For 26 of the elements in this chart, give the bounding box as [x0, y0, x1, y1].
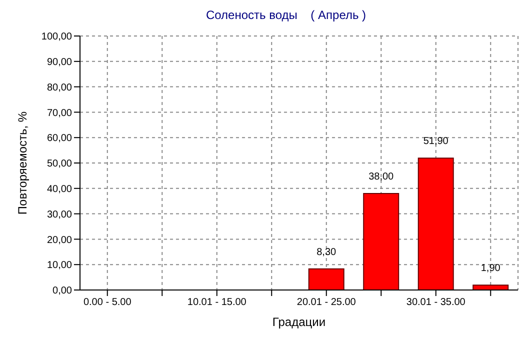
y-tick-label: 20,00: [46, 234, 72, 246]
y-tick-label: 40,00: [46, 184, 72, 195]
x-tick-label: 30.01 - 35.00: [406, 297, 466, 308]
y-tick-label: 80,00: [46, 82, 72, 94]
y-tick-label: 100,00: [41, 32, 72, 43]
data-label: 38,00: [368, 171, 394, 182]
x-axis-title: Градации: [272, 315, 326, 329]
y-tick-label: 0,00: [52, 286, 72, 297]
y-tick-label: 90,00: [46, 56, 72, 68]
y-tick-label: 30,00: [46, 209, 72, 220]
bar: [418, 158, 454, 290]
bar: [472, 284, 509, 290]
y-axis-title: Повторяемость, %: [15, 111, 30, 215]
data-label: 51,90: [423, 136, 449, 148]
bar: [308, 268, 344, 290]
y-tick-label: 60,00: [46, 133, 72, 144]
y-tick-label: 70,00: [46, 108, 72, 119]
bar: [363, 192, 400, 290]
chart-title: Соленость воды ( Апрель ): [204, 8, 368, 24]
y-tick-label: 10,00: [46, 260, 72, 272]
x-tick-label: 0.00 - 5.00: [83, 297, 132, 308]
x-tick-label: 10.01 - 15.00: [187, 297, 247, 308]
x-tick-label: 20.01 - 25.00: [296, 297, 356, 308]
data-label: 8,30: [316, 246, 337, 258]
data-label: 1,90: [480, 263, 501, 274]
y-tick-label: 50,00: [46, 158, 72, 170]
